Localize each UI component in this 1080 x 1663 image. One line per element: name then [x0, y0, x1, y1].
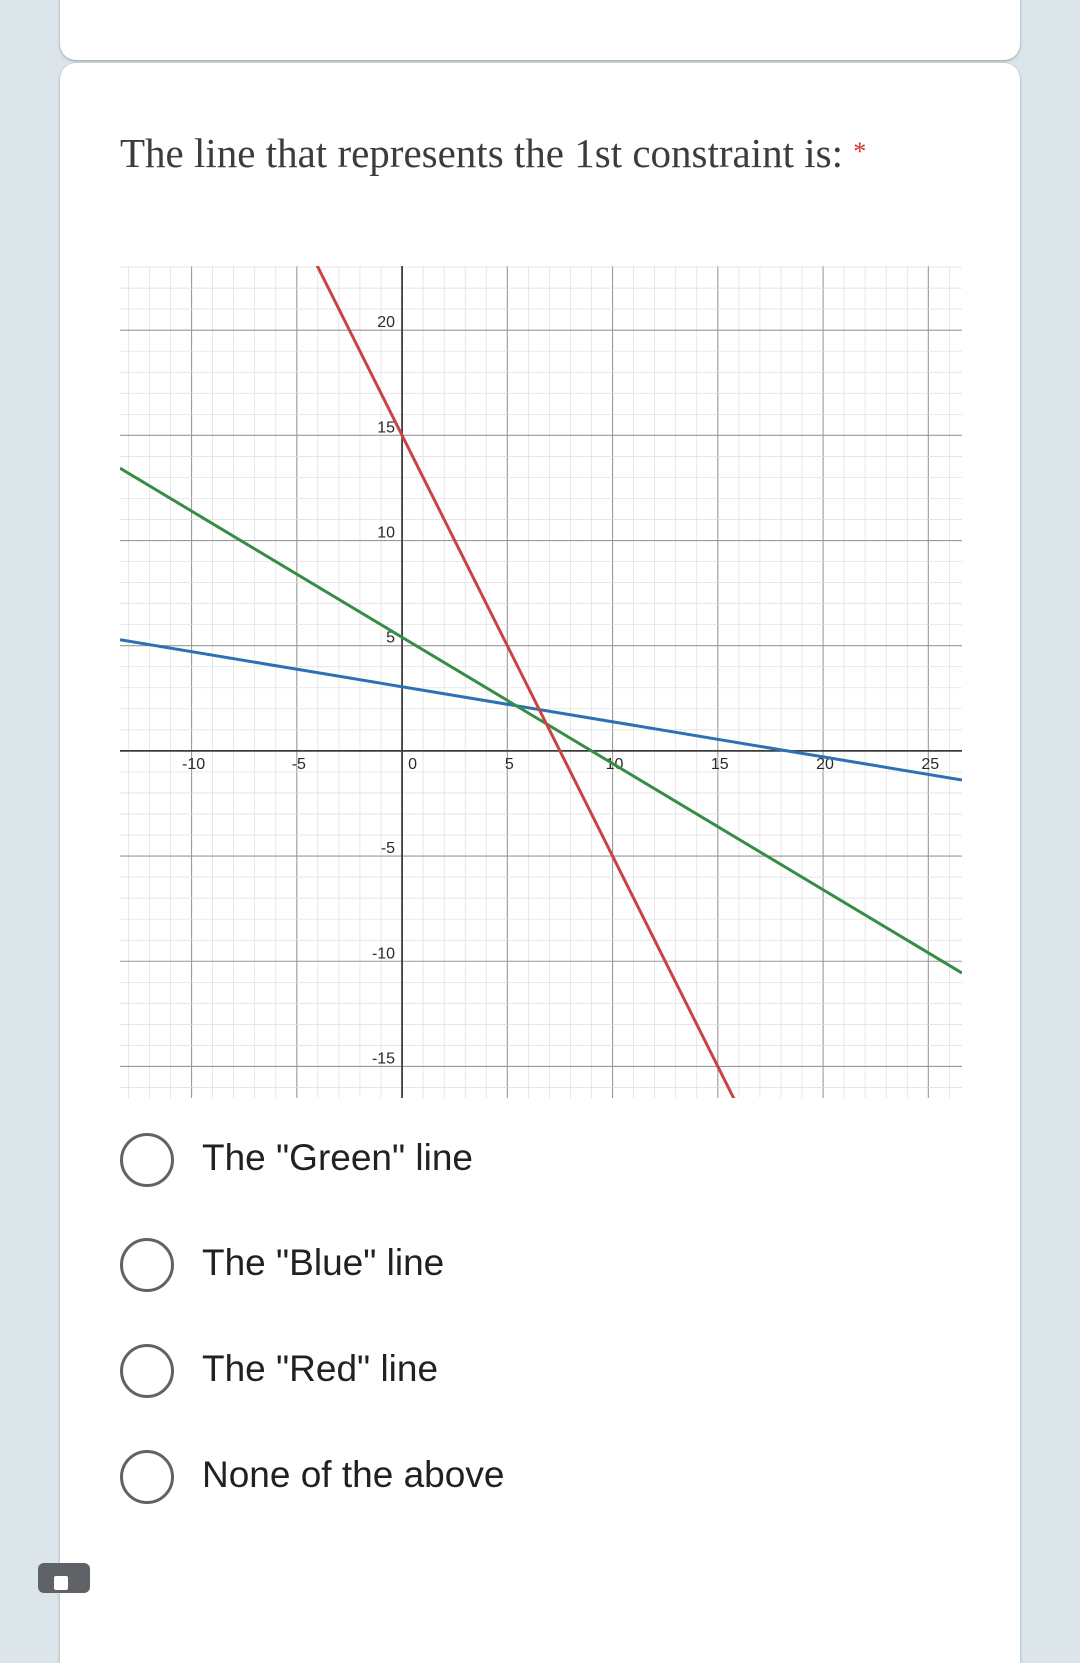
svg-text:15: 15 [377, 419, 395, 436]
svg-text:25: 25 [921, 756, 939, 773]
svg-text:-10: -10 [182, 756, 205, 773]
svg-text:-15: -15 [372, 1050, 395, 1067]
svg-text:-5: -5 [381, 840, 395, 857]
svg-text:15: 15 [711, 756, 729, 773]
svg-text:-10: -10 [372, 945, 395, 962]
svg-text:20: 20 [377, 314, 395, 331]
svg-text:5: 5 [505, 756, 514, 773]
svg-text:10: 10 [377, 525, 395, 542]
svg-text:0: 0 [408, 756, 417, 773]
svg-text:-5: -5 [292, 756, 306, 773]
